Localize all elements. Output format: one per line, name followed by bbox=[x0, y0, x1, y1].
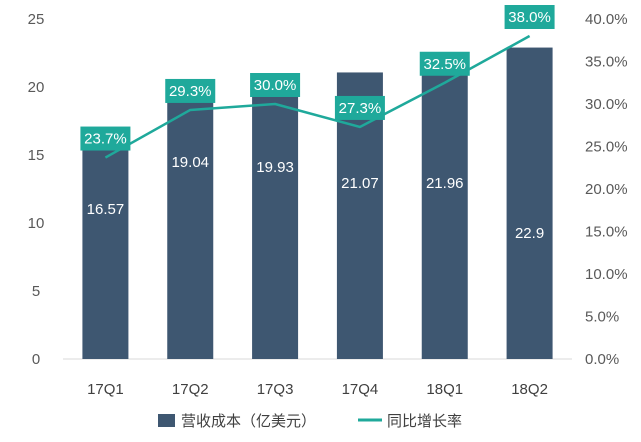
legend-line-label: 同比增长率 bbox=[387, 412, 462, 430]
growth-value-label: 23.7% bbox=[84, 131, 127, 148]
growth-label-box bbox=[419, 51, 470, 76]
right-axis-tick: 0.0% bbox=[585, 351, 619, 368]
left-axis-tick: 20 bbox=[28, 79, 45, 96]
right-axis-tick: 20.0% bbox=[585, 181, 628, 198]
bar-value-label: 19.93 bbox=[256, 159, 294, 176]
bar-value-label: 22.9 bbox=[515, 225, 544, 242]
legend: 营收成本（亿美元） 同比增长率 bbox=[158, 412, 462, 430]
left-axis-tick: 0 bbox=[32, 351, 40, 368]
right-axis-tick: 30.0% bbox=[585, 96, 628, 113]
x-axis-tick: 17Q2 bbox=[172, 381, 209, 398]
bar-value-label: 21.96 bbox=[426, 175, 464, 192]
growth-label-box bbox=[165, 78, 216, 103]
bar bbox=[252, 87, 299, 360]
right-axis-tick: 15.0% bbox=[585, 224, 628, 241]
legend-bar-swatch bbox=[158, 414, 175, 427]
growth-label-box bbox=[80, 126, 131, 151]
right-axis-tick: 5.0% bbox=[585, 309, 619, 326]
left-axis-tick: 25 bbox=[28, 11, 45, 28]
growth-label-box bbox=[334, 95, 385, 120]
x-axis-tick: 17Q1 bbox=[87, 381, 124, 398]
growth-label-box bbox=[250, 73, 301, 97]
growth-value-label: 30.0% bbox=[254, 77, 297, 94]
right-axis-tick: 35.0% bbox=[585, 54, 628, 71]
left-axis-tick: 5 bbox=[32, 283, 40, 300]
bar bbox=[82, 133, 129, 359]
growth-value-label: 32.5% bbox=[423, 56, 466, 73]
bars bbox=[82, 47, 553, 360]
bar-value-label: 16.57 bbox=[87, 201, 125, 218]
right-axis-tick: 25.0% bbox=[585, 139, 628, 156]
x-axis-tick: 18Q1 bbox=[426, 381, 463, 398]
growth-value-label: 27.3% bbox=[339, 100, 382, 117]
right-axis-tick: 40.0% bbox=[585, 11, 628, 28]
growth-label-box bbox=[504, 5, 555, 29]
x-axis-tick: 17Q3 bbox=[257, 381, 294, 398]
left-axis-tick: 15 bbox=[28, 147, 45, 164]
x-axis-tick: 17Q4 bbox=[342, 381, 379, 398]
data-labels: 16.57 19.04 19.93 21.07 21.96 22.9 23.7% 29.3% 3… bbox=[80, 5, 555, 242]
legend-bar-label: 营收成本（亿美元） bbox=[181, 412, 316, 430]
growth-value-label: 29.3% bbox=[169, 83, 212, 100]
bar bbox=[506, 47, 553, 360]
bar-value-label: 19.04 bbox=[171, 154, 209, 171]
left-axis-tick: 10 bbox=[28, 215, 45, 232]
bar bbox=[421, 60, 468, 360]
bar-value-label: 21.07 bbox=[341, 175, 379, 192]
bar bbox=[167, 100, 214, 359]
x-axis-tick: 18Q2 bbox=[511, 381, 548, 398]
axes: 0 5 10 15 20 25 0.0% 5.0% 10.0% 15.0% 20.0% 25.0% 30… bbox=[28, 11, 628, 398]
right-axis-tick: 10.0% bbox=[585, 266, 628, 283]
growth-value-label: 38.0% bbox=[508, 9, 551, 26]
